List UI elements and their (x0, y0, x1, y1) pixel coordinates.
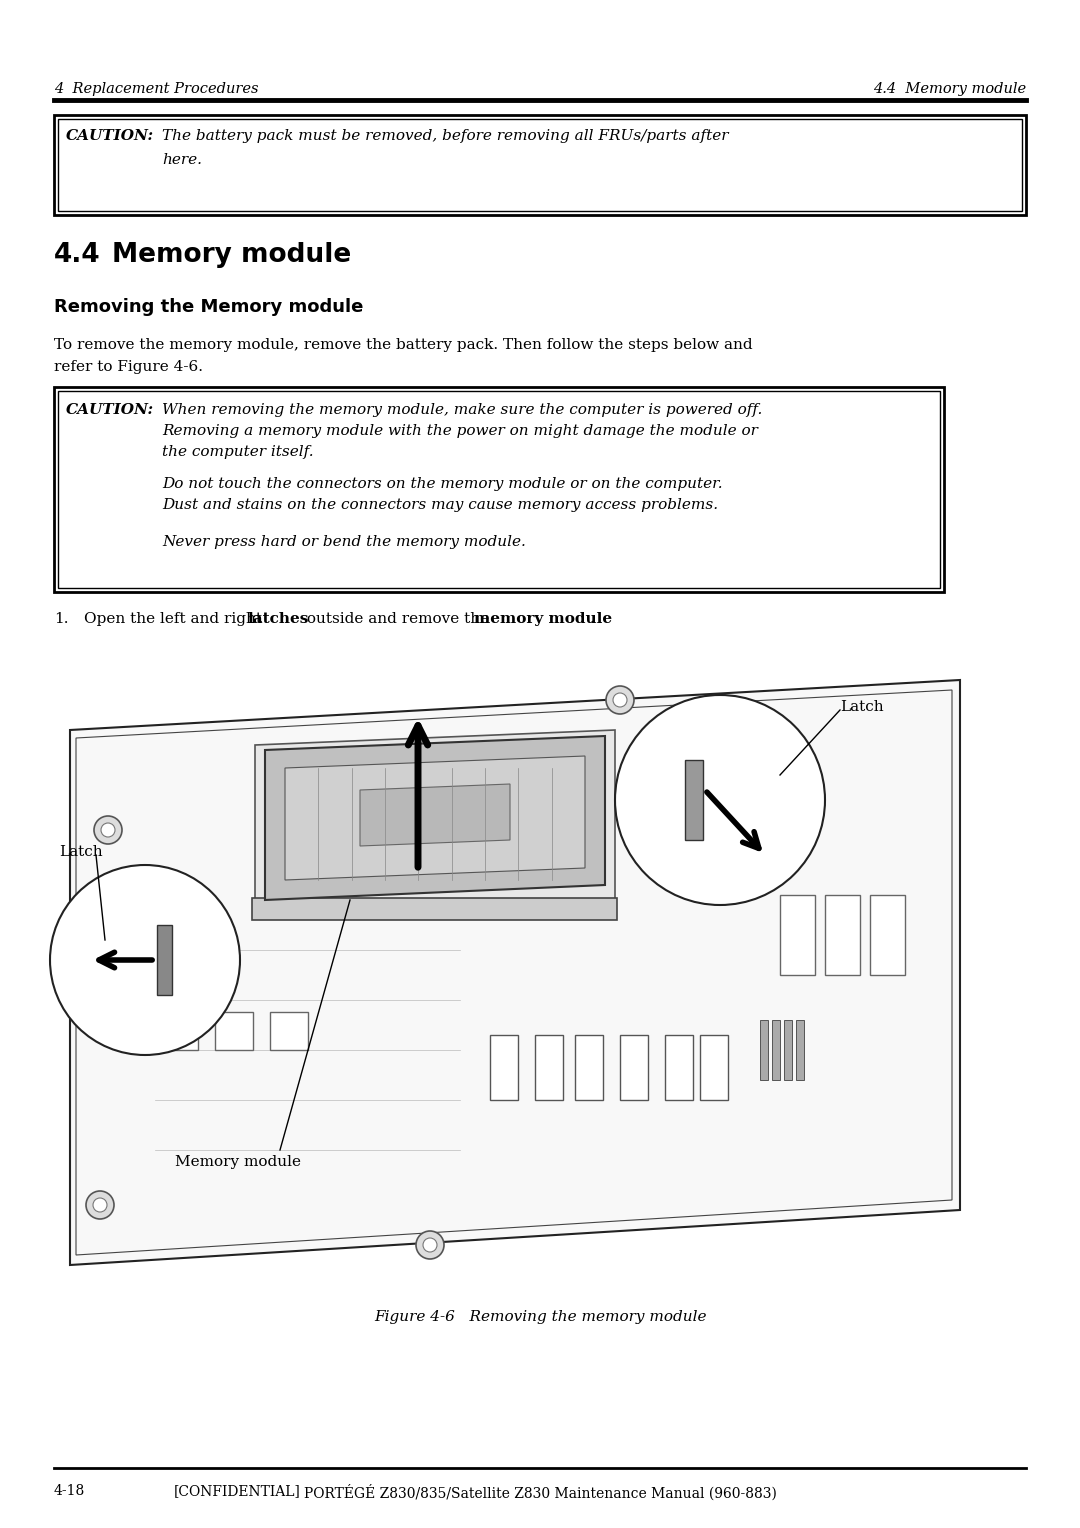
Circle shape (613, 694, 627, 707)
FancyBboxPatch shape (870, 895, 905, 975)
Text: 4-18: 4-18 (54, 1484, 85, 1497)
Text: When removing the memory module, make sure the computer is powered off.: When removing the memory module, make su… (162, 403, 762, 417)
Text: CAUTION:: CAUTION: (66, 128, 154, 144)
Text: Dust and stains on the connectors may cause memory access problems.: Dust and stains on the connectors may ca… (162, 498, 718, 512)
FancyBboxPatch shape (157, 924, 172, 995)
Text: 1.: 1. (54, 613, 68, 626)
Text: latches: latches (247, 613, 309, 626)
Text: To remove the memory module, remove the battery pack. Then follow the steps belo: To remove the memory module, remove the … (54, 338, 753, 351)
FancyBboxPatch shape (784, 1021, 792, 1080)
FancyBboxPatch shape (780, 895, 815, 975)
Text: 4.4: 4.4 (54, 241, 100, 267)
Text: 4  Replacement Procedures: 4 Replacement Procedures (54, 83, 258, 96)
Text: Removing a memory module with the power on might damage the module or: Removing a memory module with the power … (162, 423, 758, 439)
Text: .: . (590, 613, 595, 626)
Text: memory module: memory module (474, 613, 612, 626)
Text: the computer itself.: the computer itself. (162, 445, 313, 458)
Text: Memory module: Memory module (175, 1155, 301, 1169)
Circle shape (102, 824, 114, 837)
FancyBboxPatch shape (58, 391, 940, 588)
FancyBboxPatch shape (54, 387, 944, 591)
Text: Never press hard or bend the memory module.: Never press hard or bend the memory modu… (162, 535, 526, 549)
FancyBboxPatch shape (160, 1012, 198, 1050)
Text: Figure 4-6   Removing the memory module: Figure 4-6 Removing the memory module (374, 1309, 706, 1323)
Circle shape (423, 1238, 437, 1251)
Text: PORTÉGÉ Z830/835/Satellite Z830 Maintenance Manual (960-883): PORTÉGÉ Z830/835/Satellite Z830 Maintena… (303, 1484, 777, 1500)
Text: Latch: Latch (840, 700, 883, 714)
Polygon shape (360, 784, 510, 847)
Text: CAUTION:: CAUTION: (66, 403, 154, 417)
Text: 4.4  Memory module: 4.4 Memory module (873, 83, 1026, 96)
FancyBboxPatch shape (665, 1034, 693, 1100)
Circle shape (606, 686, 634, 714)
Circle shape (93, 1198, 107, 1212)
Text: refer to Figure 4-6.: refer to Figure 4-6. (54, 361, 203, 374)
Polygon shape (70, 680, 960, 1265)
FancyBboxPatch shape (575, 1034, 603, 1100)
FancyBboxPatch shape (700, 1034, 728, 1100)
FancyBboxPatch shape (796, 1021, 804, 1080)
FancyBboxPatch shape (760, 1021, 768, 1080)
Circle shape (94, 816, 122, 843)
Text: Removing the Memory module: Removing the Memory module (54, 298, 363, 316)
Text: Open the left and right: Open the left and right (84, 613, 267, 626)
Text: The battery pack must be removed, before removing all FRUs/parts after: The battery pack must be removed, before… (162, 128, 729, 144)
Circle shape (615, 695, 825, 905)
FancyBboxPatch shape (620, 1034, 648, 1100)
FancyBboxPatch shape (825, 895, 860, 975)
Polygon shape (255, 730, 615, 918)
Polygon shape (265, 736, 605, 900)
FancyBboxPatch shape (772, 1021, 780, 1080)
Circle shape (416, 1232, 444, 1259)
Text: Latch: Latch (59, 845, 103, 859)
FancyBboxPatch shape (252, 898, 617, 920)
Text: [CONFIDENTIAL]: [CONFIDENTIAL] (174, 1484, 301, 1497)
Text: Do not touch the connectors on the memory module or on the computer.: Do not touch the connectors on the memor… (162, 477, 723, 490)
Polygon shape (285, 756, 585, 880)
Text: outside and remove the: outside and remove the (302, 613, 494, 626)
FancyBboxPatch shape (58, 119, 1022, 211)
FancyBboxPatch shape (54, 115, 1026, 215)
FancyBboxPatch shape (535, 1034, 563, 1100)
Circle shape (86, 1190, 114, 1219)
FancyBboxPatch shape (685, 759, 703, 840)
FancyBboxPatch shape (270, 1012, 308, 1050)
Circle shape (50, 865, 240, 1054)
FancyBboxPatch shape (490, 1034, 518, 1100)
Text: here.: here. (162, 153, 202, 167)
FancyBboxPatch shape (215, 1012, 253, 1050)
Text: Memory module: Memory module (112, 241, 351, 267)
